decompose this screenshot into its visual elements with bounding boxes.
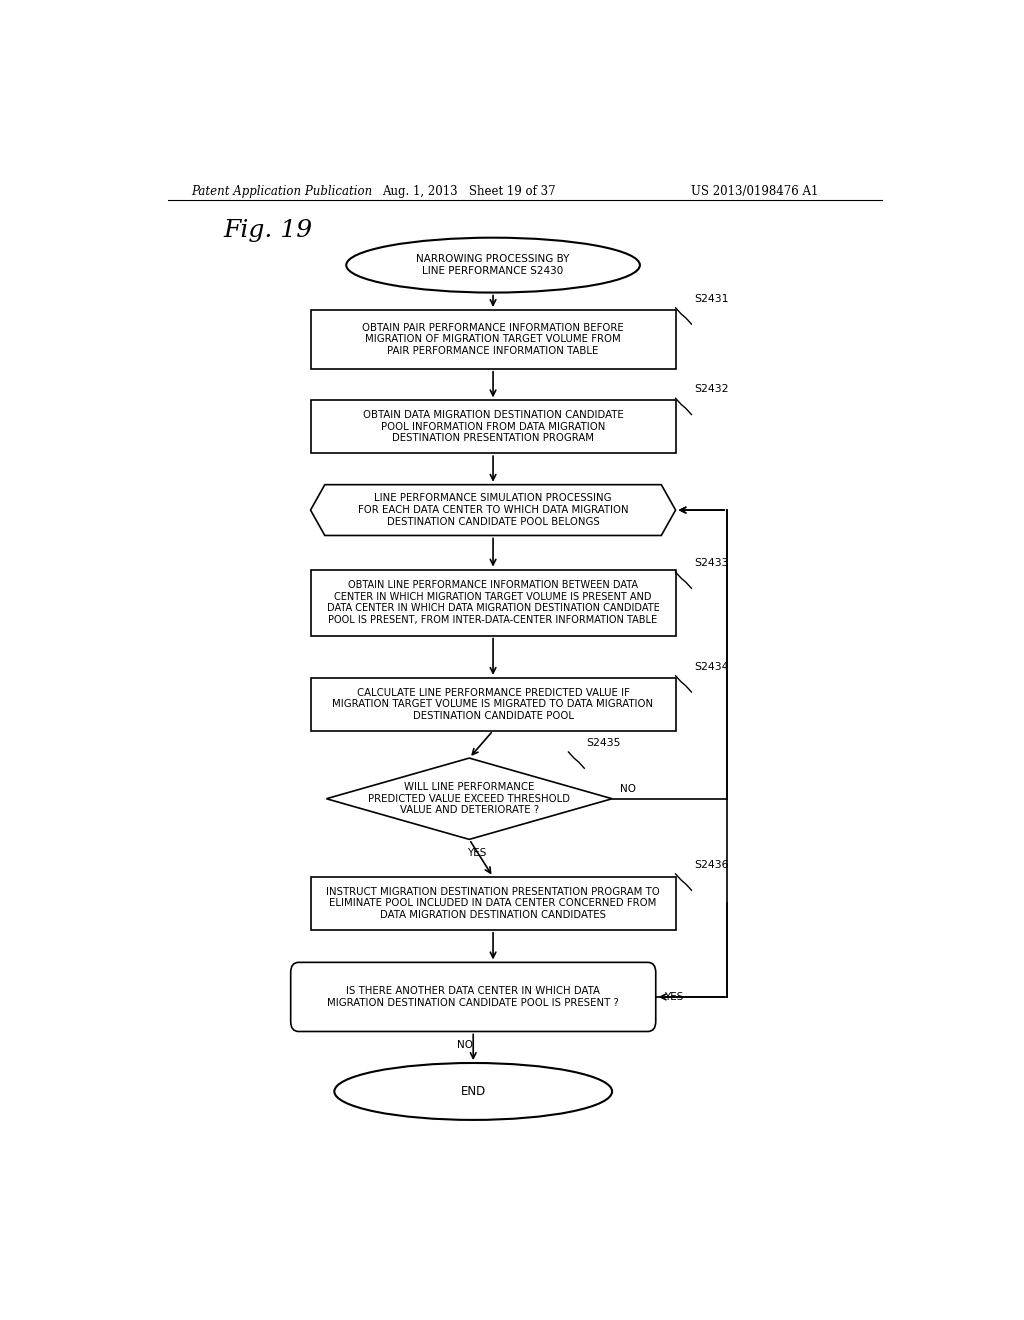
Text: CALCULATE LINE PERFORMANCE PREDICTED VALUE IF
MIGRATION TARGET VOLUME IS MIGRATE: CALCULATE LINE PERFORMANCE PREDICTED VAL… xyxy=(333,688,653,721)
Text: OBTAIN DATA MIGRATION DESTINATION CANDIDATE
POOL INFORMATION FROM DATA MIGRATION: OBTAIN DATA MIGRATION DESTINATION CANDID… xyxy=(362,411,624,444)
Text: Patent Application Publication: Patent Application Publication xyxy=(191,185,373,198)
Text: WILL LINE PERFORMANCE
PREDICTED VALUE EXCEED THRESHOLD
VALUE AND DETERIORATE ?: WILL LINE PERFORMANCE PREDICTED VALUE EX… xyxy=(369,783,570,816)
Text: S2432: S2432 xyxy=(694,384,728,395)
Text: LINE PERFORMANCE SIMULATION PROCESSING
FOR EACH DATA CENTER TO WHICH DATA MIGRAT: LINE PERFORMANCE SIMULATION PROCESSING F… xyxy=(357,494,629,527)
Text: NARROWING PROCESSING BY
LINE PERFORMANCE S2430: NARROWING PROCESSING BY LINE PERFORMANCE… xyxy=(417,255,569,276)
Text: IS THERE ANOTHER DATA CENTER IN WHICH DATA
MIGRATION DESTINATION CANDIDATE POOL : IS THERE ANOTHER DATA CENTER IN WHICH DA… xyxy=(328,986,620,1007)
Bar xyxy=(310,310,676,368)
Text: NO: NO xyxy=(620,784,636,793)
Text: S2436: S2436 xyxy=(694,859,728,870)
Text: INSTRUCT MIGRATION DESTINATION PRESENTATION PROGRAM TO
ELIMINATE POOL INCLUDED I: INSTRUCT MIGRATION DESTINATION PRESENTAT… xyxy=(327,887,659,920)
Text: YES: YES xyxy=(468,847,486,858)
Text: Fig. 19: Fig. 19 xyxy=(223,219,312,243)
Bar xyxy=(310,677,676,731)
Text: END: END xyxy=(461,1085,485,1098)
Text: S2435: S2435 xyxy=(587,738,622,748)
Text: YES: YES xyxy=(664,991,683,1002)
Text: OBTAIN PAIR PERFORMANCE INFORMATION BEFORE
MIGRATION OF MIGRATION TARGET VOLUME : OBTAIN PAIR PERFORMANCE INFORMATION BEFO… xyxy=(362,322,624,356)
Text: S2434: S2434 xyxy=(694,661,728,672)
Text: S2431: S2431 xyxy=(694,294,728,304)
Text: NO: NO xyxy=(458,1040,473,1049)
Text: OBTAIN LINE PERFORMANCE INFORMATION BETWEEN DATA
CENTER IN WHICH MIGRATION TARGE: OBTAIN LINE PERFORMANCE INFORMATION BETW… xyxy=(327,581,659,624)
Text: Aug. 1, 2013   Sheet 19 of 37: Aug. 1, 2013 Sheet 19 of 37 xyxy=(382,185,556,198)
Bar xyxy=(310,569,676,636)
Bar xyxy=(310,400,676,453)
Bar xyxy=(310,876,676,929)
Text: US 2013/0198476 A1: US 2013/0198476 A1 xyxy=(691,185,818,198)
Text: S2433: S2433 xyxy=(694,558,728,568)
